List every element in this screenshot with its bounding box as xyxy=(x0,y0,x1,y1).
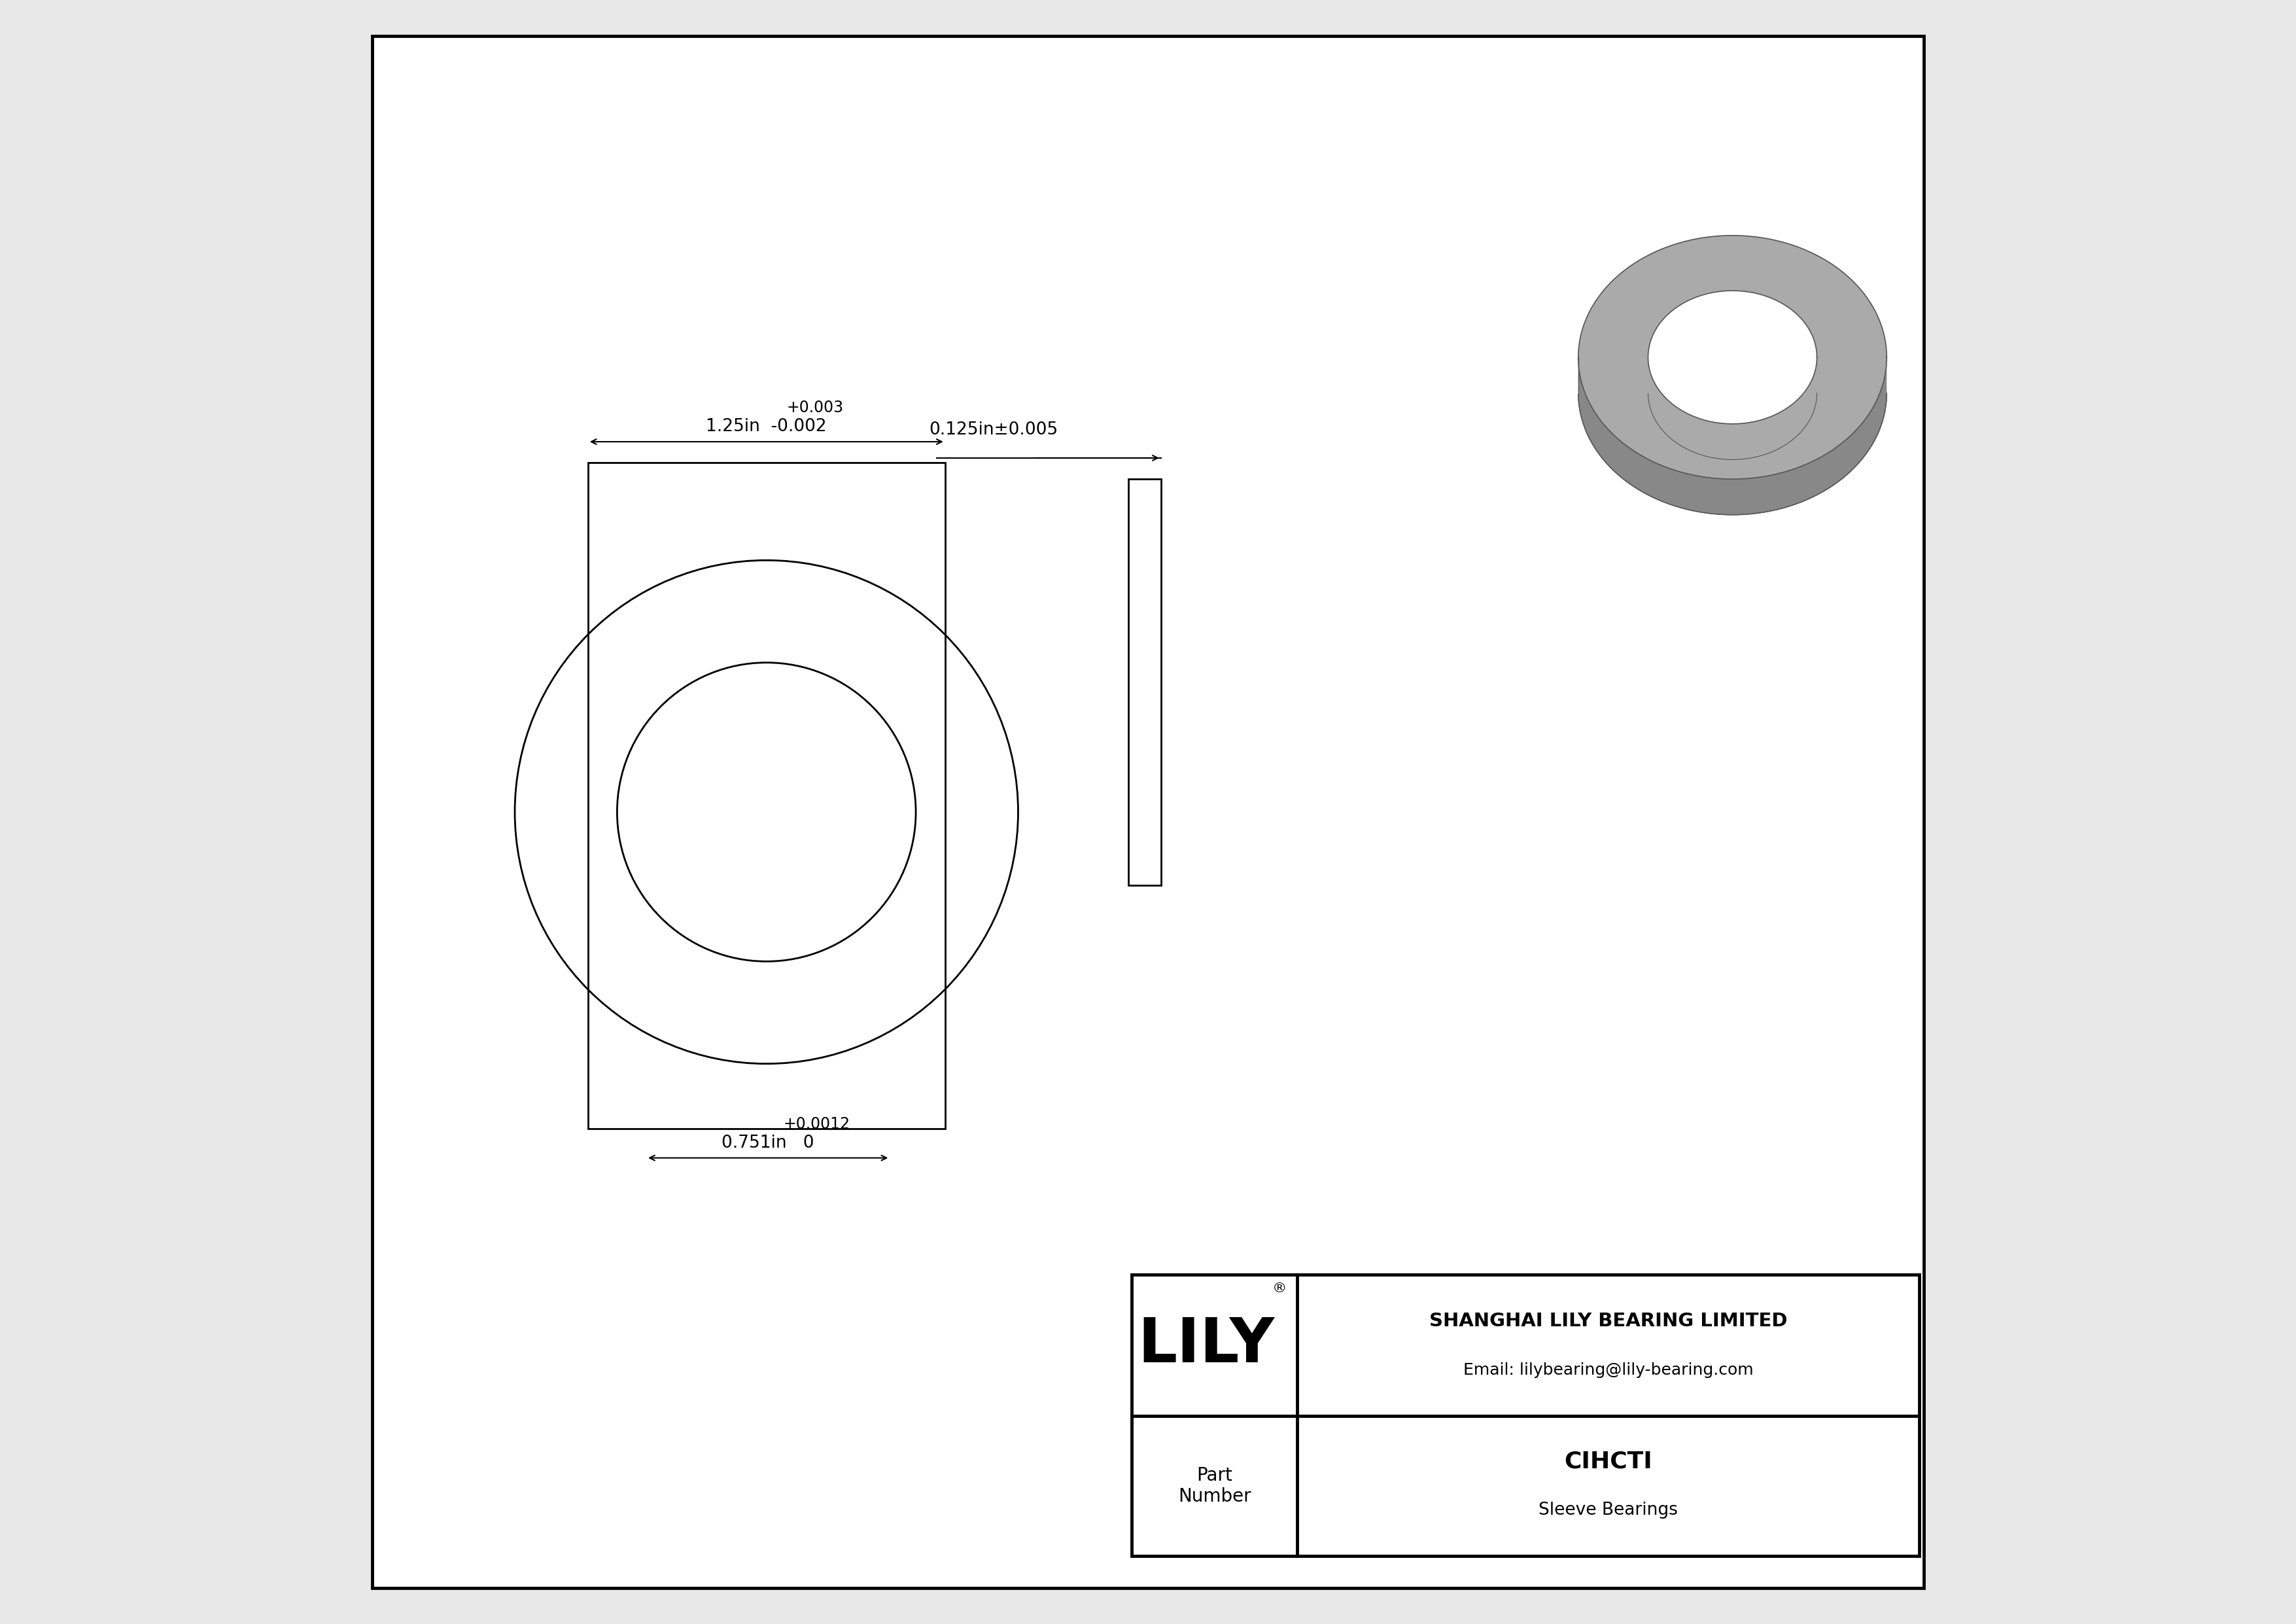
Bar xyxy=(1132,1275,1919,1556)
Text: CIHCTI: CIHCTI xyxy=(1564,1450,1653,1473)
Text: LILY: LILY xyxy=(1139,1315,1274,1376)
Text: 0.751in   0: 0.751in 0 xyxy=(721,1135,815,1151)
Polygon shape xyxy=(1577,357,1887,515)
Text: Email: lilybearing@lily-bearing.com: Email: lilybearing@lily-bearing.com xyxy=(1463,1363,1754,1377)
Text: ®: ® xyxy=(1272,1281,1286,1296)
Polygon shape xyxy=(1649,291,1816,424)
Text: SHANGHAI LILY BEARING LIMITED: SHANGHAI LILY BEARING LIMITED xyxy=(1428,1312,1786,1330)
Text: Sleeve Bearings: Sleeve Bearings xyxy=(1538,1502,1678,1518)
Bar xyxy=(1130,479,1162,885)
Text: 1.25in  -0.002: 1.25in -0.002 xyxy=(707,419,827,435)
Text: +0.0012: +0.0012 xyxy=(783,1116,850,1132)
Polygon shape xyxy=(1577,235,1887,479)
Bar xyxy=(588,463,946,1129)
Text: Part
Number: Part Number xyxy=(1178,1466,1251,1505)
Polygon shape xyxy=(1649,291,1816,393)
Text: 0.125in±0.005: 0.125in±0.005 xyxy=(930,422,1058,438)
Text: +0.003: +0.003 xyxy=(788,400,843,416)
